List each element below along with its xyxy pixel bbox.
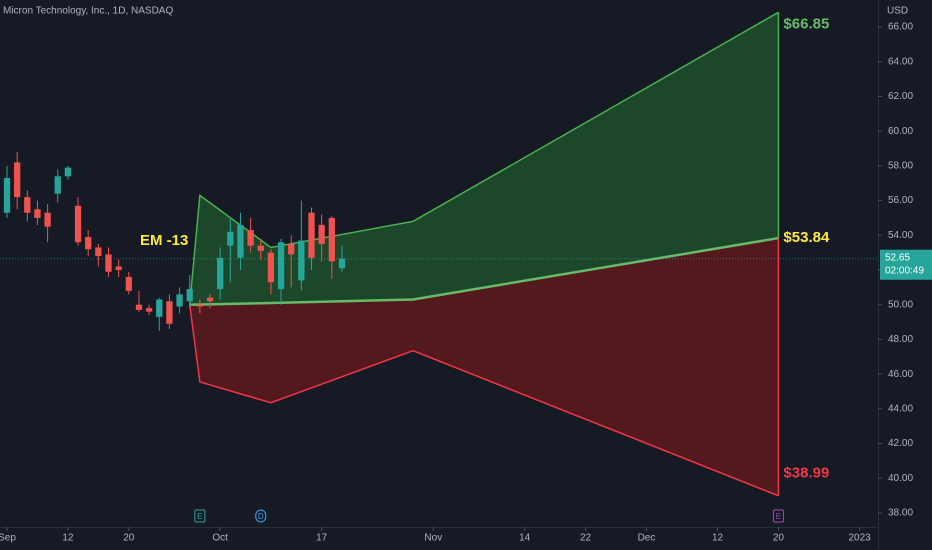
candle-body [14, 162, 21, 198]
candle-body [54, 176, 61, 194]
countdown: 02:00:49 [885, 265, 924, 276]
band-line [188, 304, 779, 497]
event-icon [772, 509, 784, 523]
x-tick-label: 2023 [849, 533, 872, 544]
y-tick-label: 50.00 [888, 299, 913, 310]
y-tick-label: 42.00 [888, 438, 913, 449]
candle-body [227, 231, 234, 246]
axis-unit: USD [887, 6, 908, 17]
value-label: $38.99 [783, 465, 829, 482]
candle-body [145, 308, 153, 312]
price-label: 52.65 [885, 252, 910, 263]
event-label: D [258, 512, 264, 521]
candle-body [288, 243, 295, 255]
x-tick-label: 12 [712, 533, 724, 544]
annotation: EM -13 [140, 232, 188, 249]
y-tick-label: 38.00 [888, 508, 913, 519]
candle-body [95, 247, 102, 257]
candle-body [176, 294, 183, 307]
candle-body [318, 224, 325, 244]
candle-body [196, 304, 204, 307]
candle-body [24, 197, 31, 213]
price-label-box [880, 249, 932, 280]
y-tick-label: 62.00 [888, 91, 913, 102]
x-tick-label: Oct [212, 533, 228, 544]
event-label: E [776, 512, 781, 521]
band-line [189, 236, 779, 306]
candle-body [186, 289, 193, 302]
candle-body [64, 167, 72, 177]
y-tick-label: 64.00 [888, 56, 913, 67]
candle-body [257, 245, 264, 251]
x-tick-label: Nov [424, 533, 442, 544]
candle-body [135, 304, 143, 310]
x-tick-label: 22 [580, 533, 592, 544]
y-tick-label: 66.00 [888, 22, 913, 33]
candle-body [166, 301, 173, 324]
candle-body [237, 224, 244, 258]
x-tick-label: Dec [638, 533, 656, 544]
x-tick-label: 14 [519, 533, 531, 544]
chart-title: Micron Technology, Inc., 1D, NASDAQ [3, 6, 173, 17]
band-fill [189, 12, 779, 305]
candle-body [277, 242, 285, 290]
candle-body [44, 212, 51, 227]
candle-body [34, 209, 41, 218]
candle-body [3, 178, 11, 213]
value-label: $66.85 [783, 15, 829, 32]
candle-body [217, 257, 224, 290]
candle-body [328, 217, 335, 262]
x-tick-label: 20 [773, 533, 785, 544]
y-tick-label: 60.00 [888, 126, 913, 137]
y-tick-label: 40.00 [888, 473, 913, 484]
candle-body [206, 297, 214, 302]
candle-body [338, 258, 346, 269]
candle-body [298, 240, 305, 281]
event-label: E [197, 512, 202, 521]
x-tick-label: 20 [123, 533, 135, 544]
x-tick-label: Sep [0, 533, 16, 544]
y-tick-label: 44.00 [888, 403, 913, 414]
value-label: $53.84 [783, 229, 830, 246]
x-tick-label: 17 [316, 533, 328, 544]
y-tick-label: 58.00 [888, 161, 913, 172]
y-tick-label: 54.00 [888, 230, 913, 241]
event-icon [194, 509, 206, 523]
candle-body [156, 299, 163, 317]
y-tick-label: 48.00 [888, 334, 913, 345]
candle-body [267, 252, 275, 283]
candle-body [308, 212, 315, 258]
y-tick-label: 46.00 [888, 369, 913, 380]
candle-body [115, 266, 122, 271]
candle-body [105, 254, 112, 272]
event-icon [255, 509, 267, 523]
candle-body [125, 276, 132, 291]
candle-body [74, 205, 82, 243]
y-tick-label: 56.00 [888, 195, 913, 206]
x-tick-label: 12 [62, 533, 74, 544]
band-line [188, 11, 779, 305]
candle-body [85, 237, 92, 250]
candle-body [247, 230, 254, 246]
